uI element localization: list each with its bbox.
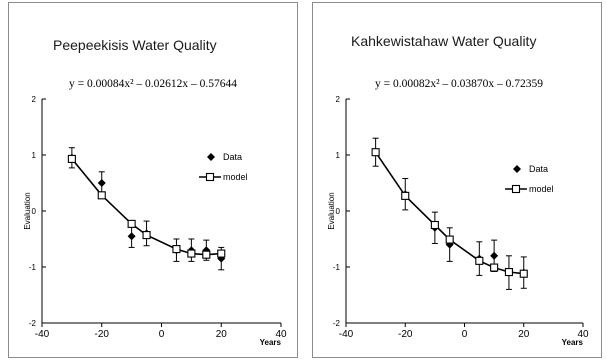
regression-equation: y = 0.00082x² – 0.03870x – 0.72359 xyxy=(375,78,544,90)
model-point xyxy=(97,191,106,200)
chart-panel-kahkewistahaw: Kahkewistahaw Water Quality y = 0.00082x… xyxy=(312,2,602,358)
chart-panel-peepeekisis: Peepeekisis Water Quality y = 0.00084x² … xyxy=(8,2,298,358)
model-point xyxy=(172,245,181,254)
legend-data-marker xyxy=(207,153,215,161)
model-point xyxy=(504,267,513,277)
data-point xyxy=(490,251,499,260)
y-tick-label: 2 xyxy=(32,95,37,104)
y-tick-label: 2 xyxy=(336,95,341,104)
x-tick-label: -20 xyxy=(398,329,413,340)
model-point xyxy=(430,220,439,230)
model-point xyxy=(187,249,196,258)
data-point xyxy=(97,179,106,187)
model-point xyxy=(217,249,226,258)
regression-equation: y = 0.00084x² – 0.02612x – 0.57644 xyxy=(69,78,238,90)
model-point xyxy=(519,269,528,278)
legend-data-label: Data xyxy=(223,152,242,162)
x-tick-label: 0 xyxy=(462,329,468,340)
x-axis-label: Years xyxy=(260,338,282,347)
model-point xyxy=(67,154,76,163)
x-tick-label: -40 xyxy=(35,329,50,340)
data-point xyxy=(127,232,136,241)
y-tick-label: 0 xyxy=(336,207,341,216)
x-tick-label: -20 xyxy=(95,329,110,340)
x-tick-label: 40 xyxy=(275,329,287,340)
x-axis-label: Years xyxy=(562,338,584,347)
y-tick-label: -1 xyxy=(333,263,341,272)
y-tick-label: 0 xyxy=(32,207,37,216)
x-tick-label: 20 xyxy=(518,329,530,340)
y-tick-label: 1 xyxy=(32,151,37,160)
y-tick-label: -1 xyxy=(29,263,37,272)
legend-data-label: Data xyxy=(529,164,548,174)
x-tick-label: 0 xyxy=(159,329,165,340)
x-tick-label: 40 xyxy=(577,329,589,340)
legend-model-label: model xyxy=(529,184,554,194)
legend-model-marker xyxy=(511,184,521,194)
model-point xyxy=(202,250,211,259)
y-tick-label: -2 xyxy=(29,319,37,328)
x-tick-label: -40 xyxy=(339,329,354,340)
model-point xyxy=(490,263,499,272)
model-point xyxy=(401,191,410,200)
legend-model-marker xyxy=(205,172,215,182)
model-point xyxy=(475,256,484,265)
y-tick-label: -2 xyxy=(333,319,341,328)
chart-title: Kahkewistahaw Water Quality xyxy=(351,33,537,49)
x-tick-label: 20 xyxy=(216,329,228,340)
model-point xyxy=(142,231,151,240)
legend-model-label: model xyxy=(223,172,248,182)
legend-data-marker xyxy=(513,165,521,173)
chart-title: Peepeekisis Water Quality xyxy=(53,37,217,53)
model-point xyxy=(127,219,136,228)
y-axis-label: Evaluation xyxy=(327,192,336,229)
model-point xyxy=(371,148,380,157)
y-axis-label: Evaluation xyxy=(23,192,32,229)
y-tick-label: 1 xyxy=(336,151,341,160)
model-point xyxy=(445,235,454,244)
